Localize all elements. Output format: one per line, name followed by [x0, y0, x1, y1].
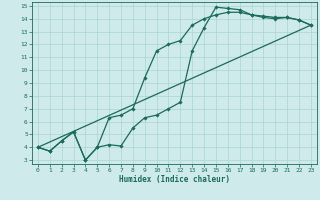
- X-axis label: Humidex (Indice chaleur): Humidex (Indice chaleur): [119, 175, 230, 184]
